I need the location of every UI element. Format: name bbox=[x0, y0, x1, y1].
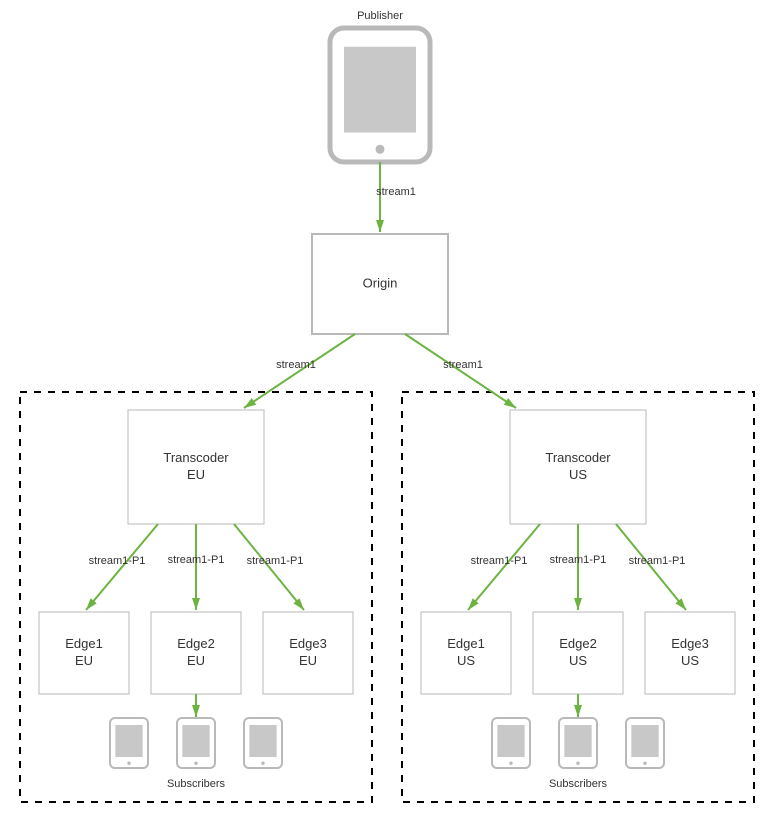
publisher-device bbox=[330, 28, 430, 162]
subscribers-us-caption: Subscribers bbox=[549, 778, 608, 790]
transcoder-eu-node: Transcoder EU bbox=[128, 410, 264, 524]
subscriber-us-device-3 bbox=[626, 718, 664, 768]
edge-label: stream1-P1 bbox=[550, 554, 607, 566]
edge-us-3-node: Edge3 US bbox=[645, 612, 735, 694]
edge-label: stream1 bbox=[276, 359, 316, 371]
transcoder-us-node: Transcoder US bbox=[510, 410, 646, 524]
flow-arrow bbox=[468, 524, 540, 610]
svg-text:EU: EU bbox=[187, 653, 205, 668]
architecture-diagram: PublisherOriginTranscoderEUTranscoderUSE… bbox=[0, 0, 768, 821]
edge-eu-2-node: Edge2 EU bbox=[151, 612, 241, 694]
subscriber-eu-device-3 bbox=[244, 718, 282, 768]
svg-text:Edge3: Edge3 bbox=[671, 636, 709, 651]
edge-eu-1-node: Edge1 EU bbox=[39, 612, 129, 694]
subscriber-us-device-2 bbox=[559, 718, 597, 768]
svg-text:US: US bbox=[569, 653, 587, 668]
edge-us-1-node: Edge1 US bbox=[421, 612, 511, 694]
svg-text:Transcoder: Transcoder bbox=[163, 450, 229, 465]
flow-arrow bbox=[86, 524, 158, 610]
edge-eu-3-node: Edge3 EU bbox=[263, 612, 353, 694]
svg-text:Edge1: Edge1 bbox=[447, 636, 485, 651]
edge-us-2-node: Edge2 US bbox=[533, 612, 623, 694]
edge-label: stream1-P1 bbox=[168, 554, 225, 566]
subscriber-eu-device-2 bbox=[177, 718, 215, 768]
svg-text:Transcoder: Transcoder bbox=[545, 450, 611, 465]
edge-label: stream1-P1 bbox=[629, 555, 686, 567]
edge-label: stream1-P1 bbox=[471, 555, 528, 567]
svg-text:Edge3: Edge3 bbox=[289, 636, 327, 651]
svg-text:EU: EU bbox=[299, 653, 317, 668]
svg-text:Edge1: Edge1 bbox=[65, 636, 103, 651]
svg-text:EU: EU bbox=[75, 653, 93, 668]
svg-text:US: US bbox=[457, 653, 475, 668]
svg-text:US: US bbox=[569, 467, 587, 482]
subscribers-eu-caption: Subscribers bbox=[167, 778, 226, 790]
edge-label: stream1 bbox=[443, 359, 483, 371]
flow-arrow bbox=[234, 524, 304, 610]
flow-arrow bbox=[616, 524, 686, 610]
publisher-caption: Publisher bbox=[357, 10, 403, 22]
flow-arrow bbox=[405, 334, 516, 408]
svg-text:Edge2: Edge2 bbox=[559, 636, 597, 651]
svg-text:US: US bbox=[681, 653, 699, 668]
subscriber-eu-device-1 bbox=[110, 718, 148, 768]
origin-node: Origin bbox=[312, 234, 448, 334]
edge-label: stream1 bbox=[376, 186, 416, 198]
edge-label: stream1-P1 bbox=[247, 555, 304, 567]
svg-text:Origin: Origin bbox=[363, 275, 398, 290]
flow-arrow bbox=[244, 334, 355, 408]
svg-text:EU: EU bbox=[187, 467, 205, 482]
svg-text:Edge2: Edge2 bbox=[177, 636, 215, 651]
subscriber-us-device-1 bbox=[492, 718, 530, 768]
edge-label: stream1-P1 bbox=[89, 555, 146, 567]
